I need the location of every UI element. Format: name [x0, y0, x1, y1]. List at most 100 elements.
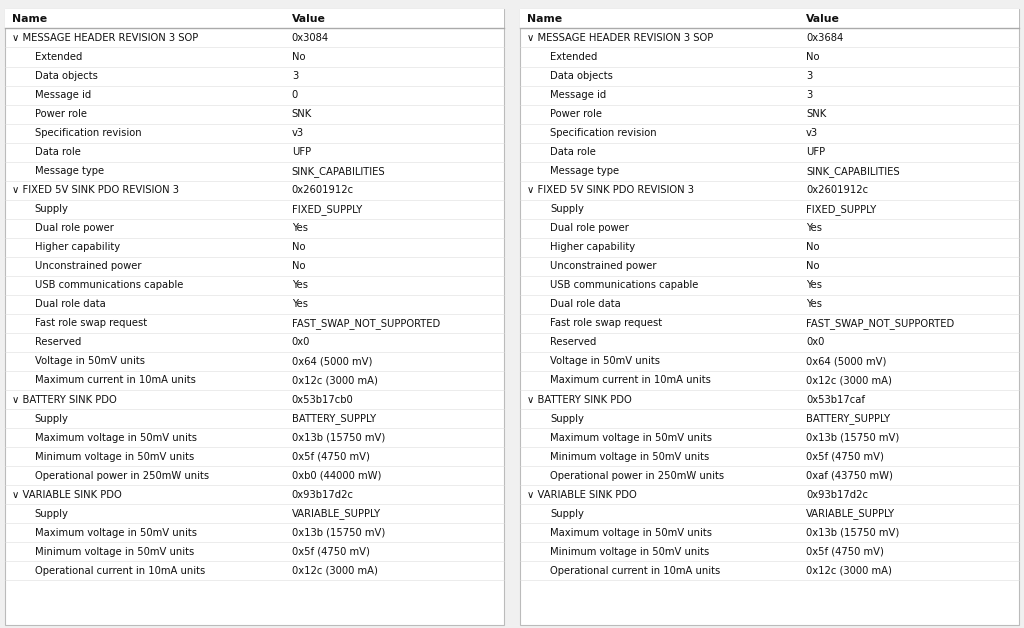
Text: Yes: Yes: [292, 300, 308, 310]
Text: No: No: [806, 261, 819, 271]
Text: 0x12c (3000 mA): 0x12c (3000 mA): [292, 566, 378, 576]
Text: No: No: [292, 261, 305, 271]
Text: Data role: Data role: [550, 147, 596, 157]
Text: Operational current in 10mA units: Operational current in 10mA units: [35, 566, 205, 576]
Text: Specification revision: Specification revision: [35, 128, 141, 138]
Text: Higher capability: Higher capability: [550, 242, 635, 252]
Text: No: No: [292, 52, 305, 62]
Text: 0x5f (4750 mV): 0x5f (4750 mV): [292, 452, 370, 462]
Text: FAST_SWAP_NOT_SUPPORTED: FAST_SWAP_NOT_SUPPORTED: [806, 318, 954, 329]
Text: Voltage in 50mV units: Voltage in 50mV units: [550, 357, 659, 367]
Text: 0x93b17d2c: 0x93b17d2c: [292, 490, 354, 500]
Text: Yes: Yes: [292, 280, 308, 290]
Text: 0x0: 0x0: [292, 337, 310, 347]
Text: 0x13b (15750 mV): 0x13b (15750 mV): [806, 528, 899, 538]
Text: Minimum voltage in 50mV units: Minimum voltage in 50mV units: [550, 452, 710, 462]
Text: ∨ FIXED 5V SINK PDO REVISION 3: ∨ FIXED 5V SINK PDO REVISION 3: [527, 185, 694, 195]
Bar: [5, 9, 504, 625]
Text: Supply: Supply: [35, 413, 69, 423]
Text: Minimum voltage in 50mV units: Minimum voltage in 50mV units: [35, 547, 195, 557]
Text: 0x0: 0x0: [806, 337, 824, 347]
Text: 0x13b (15750 mV): 0x13b (15750 mV): [292, 433, 385, 443]
Text: Supply: Supply: [35, 509, 69, 519]
Text: v3: v3: [806, 128, 818, 138]
Text: Reserved: Reserved: [35, 337, 81, 347]
Text: 0x5f (4750 mV): 0x5f (4750 mV): [806, 547, 884, 557]
Text: 0xaf (43750 mW): 0xaf (43750 mW): [806, 470, 893, 480]
Bar: [520, 9, 1019, 625]
Text: Data role: Data role: [35, 147, 81, 157]
Text: USB communications capable: USB communications capable: [550, 280, 698, 290]
Text: Yes: Yes: [806, 223, 822, 233]
Text: UFP: UFP: [292, 147, 311, 157]
Text: 3: 3: [806, 90, 812, 100]
Text: Message type: Message type: [35, 166, 104, 176]
Bar: [520, 9, 1019, 28]
Text: No: No: [806, 242, 819, 252]
Text: 0: 0: [292, 90, 298, 100]
Text: Extended: Extended: [550, 52, 597, 62]
Text: Yes: Yes: [806, 300, 822, 310]
Text: Supply: Supply: [550, 204, 584, 214]
Text: ∨ VARIABLE SINK PDO: ∨ VARIABLE SINK PDO: [527, 490, 637, 500]
Text: Maximum current in 10mA units: Maximum current in 10mA units: [550, 376, 711, 386]
Bar: [5, 9, 504, 28]
Text: Name: Name: [12, 14, 47, 24]
Text: 0x53b17caf: 0x53b17caf: [806, 394, 865, 404]
Text: Maximum voltage in 50mV units: Maximum voltage in 50mV units: [35, 528, 197, 538]
Text: Minimum voltage in 50mV units: Minimum voltage in 50mV units: [550, 547, 710, 557]
Text: v3: v3: [292, 128, 304, 138]
Text: 0x53b17cb0: 0x53b17cb0: [292, 394, 353, 404]
Text: 0x13b (15750 mV): 0x13b (15750 mV): [806, 433, 899, 443]
Text: 0x12c (3000 mA): 0x12c (3000 mA): [806, 566, 892, 576]
Text: 0x3084: 0x3084: [292, 33, 329, 43]
Text: Minimum voltage in 50mV units: Minimum voltage in 50mV units: [35, 452, 195, 462]
Text: 0x64 (5000 mV): 0x64 (5000 mV): [806, 357, 886, 367]
Text: Message id: Message id: [35, 90, 91, 100]
Text: 0x12c (3000 mA): 0x12c (3000 mA): [292, 376, 378, 386]
Text: ∨ BATTERY SINK PDO: ∨ BATTERY SINK PDO: [527, 394, 632, 404]
Text: Extended: Extended: [35, 52, 82, 62]
Text: Higher capability: Higher capability: [35, 242, 120, 252]
Text: 0x93b17d2c: 0x93b17d2c: [806, 490, 868, 500]
Text: ∨ FIXED 5V SINK PDO REVISION 3: ∨ FIXED 5V SINK PDO REVISION 3: [12, 185, 179, 195]
Text: Message type: Message type: [550, 166, 620, 176]
Text: Specification revision: Specification revision: [550, 128, 656, 138]
Text: ∨ MESSAGE HEADER REVISION 3 SOP: ∨ MESSAGE HEADER REVISION 3 SOP: [527, 33, 714, 43]
Text: 3: 3: [292, 71, 298, 81]
Text: Voltage in 50mV units: Voltage in 50mV units: [35, 357, 144, 367]
Text: Maximum voltage in 50mV units: Maximum voltage in 50mV units: [550, 433, 712, 443]
Text: Dual role power: Dual role power: [35, 223, 114, 233]
Text: BATTERY_SUPPLY: BATTERY_SUPPLY: [292, 413, 376, 424]
Text: SNK: SNK: [292, 109, 312, 119]
Text: FAST_SWAP_NOT_SUPPORTED: FAST_SWAP_NOT_SUPPORTED: [292, 318, 440, 329]
Text: Dual role data: Dual role data: [550, 300, 621, 310]
Text: Data objects: Data objects: [550, 71, 612, 81]
Text: SNK: SNK: [806, 109, 826, 119]
Text: Value: Value: [292, 14, 326, 24]
Text: Operational power in 250mW units: Operational power in 250mW units: [35, 470, 209, 480]
Text: VARIABLE_SUPPLY: VARIABLE_SUPPLY: [292, 508, 381, 519]
Text: 0x3684: 0x3684: [806, 33, 843, 43]
Text: Name: Name: [527, 14, 562, 24]
Text: VARIABLE_SUPPLY: VARIABLE_SUPPLY: [806, 508, 895, 519]
Text: Dual role data: Dual role data: [35, 300, 105, 310]
Text: Maximum voltage in 50mV units: Maximum voltage in 50mV units: [550, 528, 712, 538]
Text: 0x13b (15750 mV): 0x13b (15750 mV): [292, 528, 385, 538]
Text: ∨ BATTERY SINK PDO: ∨ BATTERY SINK PDO: [12, 394, 117, 404]
Text: Supply: Supply: [550, 509, 584, 519]
Text: BATTERY_SUPPLY: BATTERY_SUPPLY: [806, 413, 890, 424]
Text: ∨ VARIABLE SINK PDO: ∨ VARIABLE SINK PDO: [12, 490, 122, 500]
Text: FIXED_SUPPLY: FIXED_SUPPLY: [292, 203, 362, 215]
Text: USB communications capable: USB communications capable: [35, 280, 183, 290]
Text: 0x64 (5000 mV): 0x64 (5000 mV): [292, 357, 372, 367]
Text: 0x2601912c: 0x2601912c: [806, 185, 868, 195]
Text: Supply: Supply: [35, 204, 69, 214]
Text: Yes: Yes: [806, 280, 822, 290]
Text: Power role: Power role: [550, 109, 602, 119]
Text: SINK_CAPABILITIES: SINK_CAPABILITIES: [292, 166, 385, 176]
Text: Data objects: Data objects: [35, 71, 97, 81]
Text: Power role: Power role: [35, 109, 87, 119]
Text: FIXED_SUPPLY: FIXED_SUPPLY: [806, 203, 877, 215]
Text: SINK_CAPABILITIES: SINK_CAPABILITIES: [806, 166, 899, 176]
